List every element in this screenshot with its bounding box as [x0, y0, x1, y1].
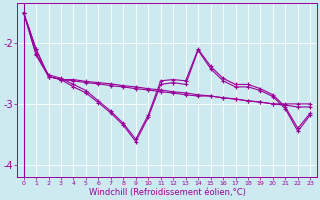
X-axis label: Windchill (Refroidissement éolien,°C): Windchill (Refroidissement éolien,°C): [89, 188, 245, 197]
